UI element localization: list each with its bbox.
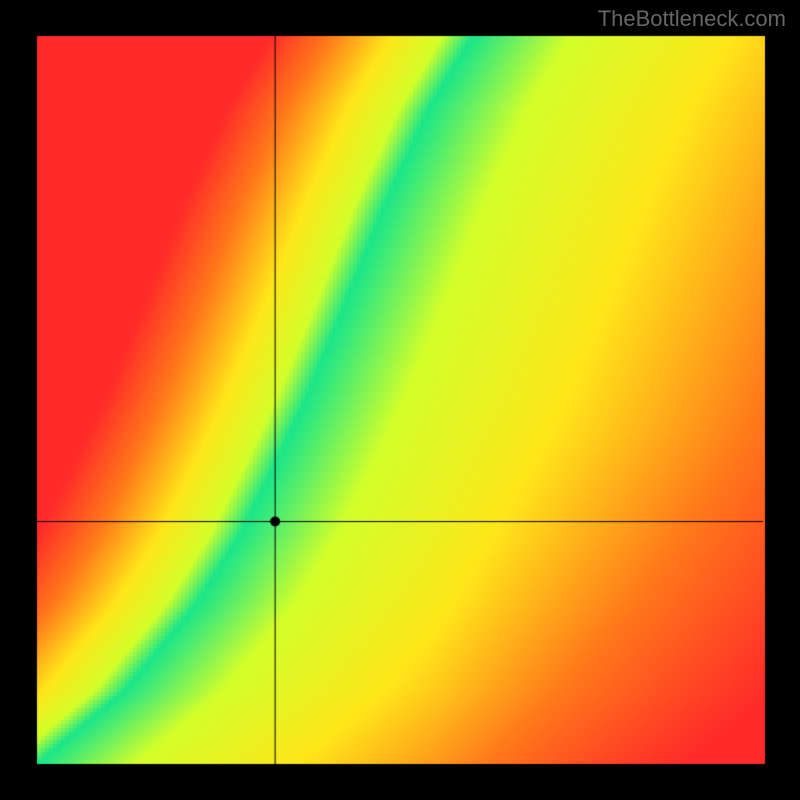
watermark-text: TheBottleneck.com — [598, 6, 786, 32]
chart-container: TheBottleneck.com — [0, 0, 800, 800]
bottleneck-heatmap — [0, 0, 800, 800]
